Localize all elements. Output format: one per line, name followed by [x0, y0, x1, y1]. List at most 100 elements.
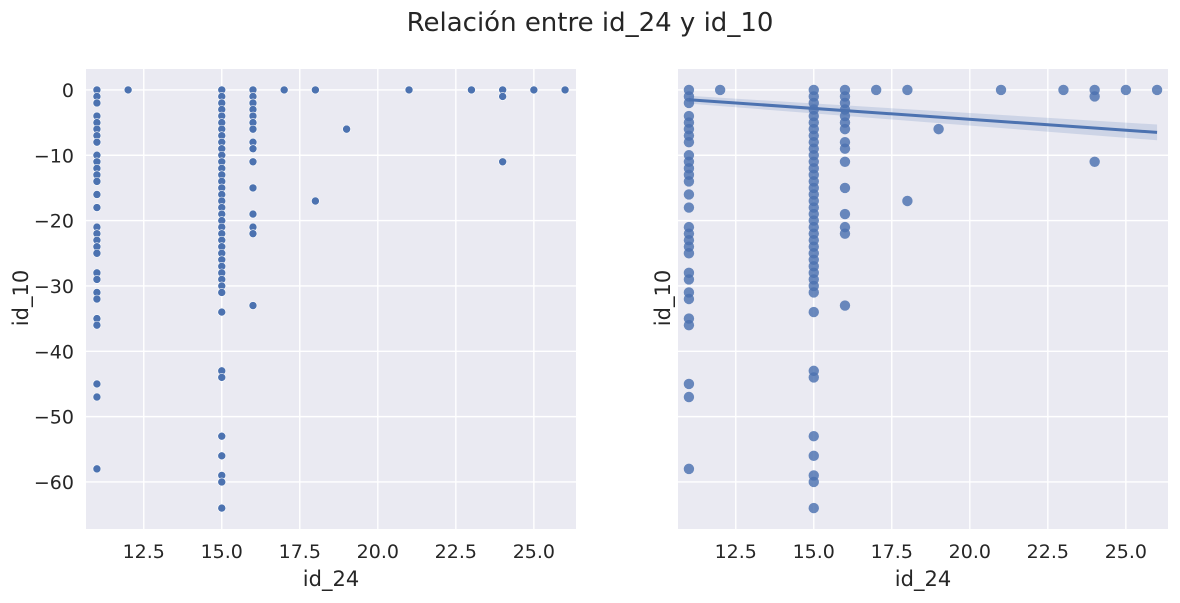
y-tick-label: −50: [34, 407, 74, 429]
x-axis-label-right: id_24: [895, 567, 951, 592]
data-point: [92, 137, 102, 147]
data-point: [839, 228, 851, 239]
data-point: [808, 450, 819, 462]
data-point: [683, 202, 695, 213]
data-point: [92, 190, 102, 199]
data-point: [217, 307, 227, 317]
plot-background: [86, 69, 576, 529]
data-point: [683, 176, 695, 187]
data-point: [839, 182, 851, 194]
data-point: [683, 274, 695, 285]
data-point: [467, 85, 476, 95]
data-point: [683, 248, 695, 259]
x-tick-label: 22.5: [1027, 541, 1069, 563]
data-point: [1089, 156, 1100, 167]
data-point: [92, 464, 102, 474]
data-point: [808, 431, 819, 442]
x-tick-label: 15.0: [793, 541, 835, 563]
data-point: [808, 502, 819, 514]
data-point: [839, 208, 851, 220]
data-point: [808, 372, 819, 383]
data-point: [92, 177, 102, 186]
data-point: [1151, 84, 1163, 96]
y-tick-label: −40: [34, 341, 74, 363]
data-point: [92, 275, 102, 284]
data-point: [683, 378, 695, 390]
data-point: [902, 195, 913, 207]
data-point: [808, 306, 819, 318]
y-tick-label: −10: [34, 145, 74, 167]
x-tick-label: 20.0: [357, 541, 399, 563]
y-tick-label: 0: [62, 80, 74, 102]
plot-background: [678, 69, 1168, 529]
x-tick-label: 20.0: [949, 541, 991, 563]
scatter-panel-left: 0 −10 −20 −30 −40 −50 −60 12.5 15.0 17.5 20.0 22.5 2…: [34, 69, 576, 563]
data-point: [839, 300, 851, 311]
data-point: [217, 373, 227, 382]
data-point: [248, 301, 258, 310]
data-point: [92, 379, 102, 389]
data-point: [683, 319, 695, 331]
data-point: [808, 476, 819, 488]
x-tick-label: 25.0: [1105, 541, 1147, 563]
data-point: [683, 391, 695, 403]
data-point: [995, 84, 1007, 96]
data-point: [498, 157, 507, 167]
data-point: [839, 143, 851, 154]
data-point: [248, 157, 258, 167]
data-point: [248, 144, 258, 154]
x-tick-label: 17.5: [279, 541, 321, 563]
data-point: [839, 123, 851, 135]
data-point: [217, 288, 227, 297]
data-point: [683, 136, 695, 148]
data-point: [92, 320, 102, 330]
data-point: [560, 85, 570, 95]
regression-panel-right: 12.5 15.0 17.5 20.0 22.5 25.0: [678, 69, 1168, 563]
data-point: [683, 463, 695, 475]
data-point: [902, 84, 913, 96]
x-tick-label: 25.0: [513, 541, 555, 563]
data-point: [529, 85, 539, 95]
x-tick-label: 17.5: [871, 541, 913, 563]
data-point: [248, 183, 258, 193]
data-point: [123, 85, 133, 95]
data-point: [248, 124, 258, 134]
data-point: [1120, 84, 1132, 96]
y-axis-label-left: id_10: [9, 270, 34, 326]
y-tick-label: −20: [34, 211, 74, 233]
data-point: [92, 294, 102, 304]
data-point: [683, 293, 695, 305]
x-tick-label: 12.5: [123, 541, 165, 563]
data-point: [92, 203, 102, 212]
data-point: [279, 85, 289, 95]
regression-line: [688, 98, 1158, 134]
data-point: [217, 451, 227, 461]
y-tick-label: −60: [34, 472, 74, 494]
data-point: [714, 84, 726, 96]
data-point: [92, 392, 102, 402]
data-point: [248, 229, 258, 238]
figure-title: Relación entre id_24 y id_10: [407, 8, 774, 38]
data-point: [808, 287, 819, 298]
data-point: [217, 503, 227, 513]
x-axis-label-left: id_24: [303, 567, 359, 592]
data-point: [92, 98, 102, 108]
data-point: [311, 196, 320, 206]
data-point: [839, 156, 851, 167]
data-point: [683, 189, 695, 200]
y-tick-label: −30: [34, 276, 74, 298]
x-tick-label: 15.0: [201, 541, 243, 563]
data-point: [870, 84, 882, 96]
data-point: [217, 477, 227, 487]
y-axis-label-right: id_10: [651, 270, 676, 326]
data-point: [1058, 84, 1069, 96]
data-point: [311, 85, 320, 95]
data-point: [933, 123, 944, 135]
data-point: [498, 92, 507, 101]
data-point: [1089, 91, 1100, 102]
data-point: [404, 85, 414, 95]
x-tick-label: 22.5: [435, 541, 477, 563]
x-tick-label: 12.5: [715, 541, 757, 563]
data-point: [248, 209, 258, 219]
